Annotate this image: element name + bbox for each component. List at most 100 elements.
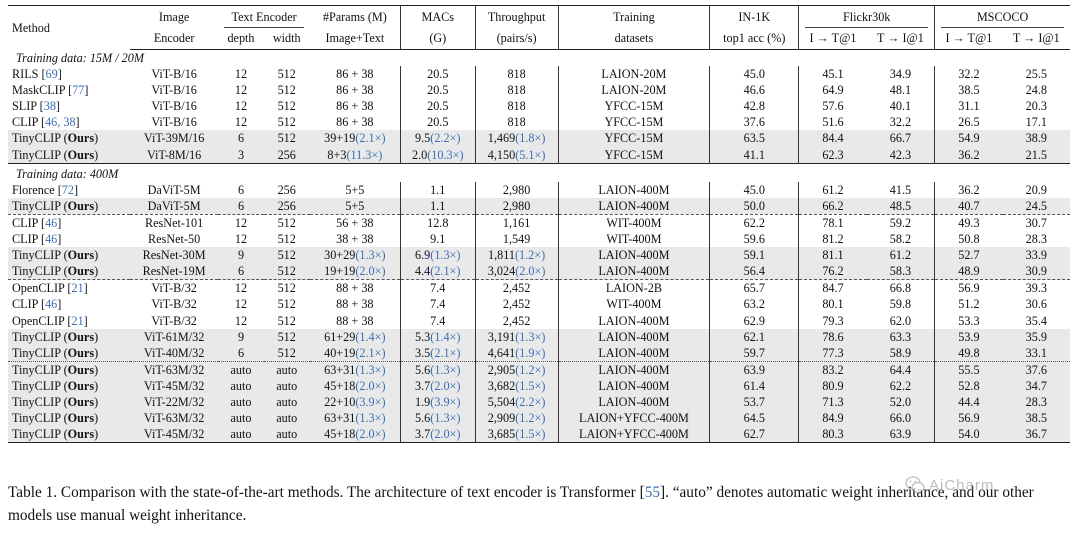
depth-cell: 3	[218, 146, 264, 164]
in1k-cell-value: 64.5	[743, 411, 765, 426]
macs-cell: 7.4	[399, 312, 476, 329]
macs-cell-value: 1.1	[430, 182, 446, 197]
params-cell: 5+5	[310, 182, 401, 198]
flickr-t2i-cell: 58.2	[867, 231, 935, 247]
in1k-cell: 59.6	[709, 231, 799, 248]
depth-cell: 9	[218, 247, 264, 264]
depth-cell-value: 9	[237, 248, 245, 263]
throughput-cell: 2,980	[474, 181, 559, 198]
in1k-cell: 45.0	[709, 181, 799, 198]
dataset-cell-value: LAION+YFCC-400M	[579, 411, 689, 426]
ratio-badge: (1.4×)	[355, 329, 386, 344]
mscoco-t2i-cell: 39.3	[1002, 279, 1070, 297]
method-cell: OpenCLIP [21]	[8, 279, 130, 297]
ours-label: Ours	[67, 411, 95, 426]
in1k-cell: 46.6	[709, 82, 799, 99]
citation-link[interactable]: 72	[61, 182, 74, 197]
ratio-badge: (2.0×)	[430, 427, 461, 442]
macs-cell: 20.5	[399, 114, 476, 131]
dataset-cell-value: LAION-400M	[598, 248, 670, 263]
image-encoder-cell: ViT-B/32	[130, 313, 219, 329]
table-body: Training data: 15M / 20M RILS [69] ViT-B/1…	[8, 50, 1070, 444]
mscoco-t2i-cell: 28.3	[1002, 393, 1070, 411]
depth-cell: 12	[218, 66, 263, 82]
image-encoder-cell: ResNet-30M	[129, 247, 219, 264]
dataset-cell: YFCC-15M	[557, 114, 710, 131]
width-cell-value: 512	[277, 115, 296, 130]
width-cell-value: auto	[276, 362, 298, 377]
depth-cell: 12	[218, 279, 264, 297]
flickr-i2t-cell-value: 57.6	[822, 99, 844, 114]
ratio-badge: (2.1×)	[355, 345, 386, 360]
citation-link[interactable]: 21	[71, 281, 84, 296]
flickr-t2i-cell-value: 59.2	[889, 215, 912, 230]
macs-cell-value: 5.3	[415, 329, 431, 344]
depth-cell-value: 6	[237, 345, 245, 360]
flickr-t2i-cell: 48.5	[866, 197, 935, 215]
mscoco-t2i-cell-value: 30.6	[1025, 297, 1047, 312]
in1k-cell-value: 59.1	[743, 248, 765, 263]
mscoco-i2t-cell: 44.4	[934, 393, 1003, 411]
macs-cell-value: 5.6	[415, 362, 431, 377]
params-cell: 86 + 38	[310, 98, 401, 114]
throughput-cell: 818	[474, 114, 559, 131]
citation-link[interactable]: 46	[45, 215, 58, 230]
in1k-cell: 59.1	[709, 247, 799, 264]
citation-link[interactable]: 46	[45, 232, 58, 247]
dataset-cell: YFCC-15M	[557, 98, 710, 115]
citation-link[interactable]: 69	[45, 67, 58, 82]
macs-cell-value: 9.5	[415, 131, 431, 146]
image-encoder-cell: ResNet-50	[130, 231, 219, 247]
in1k-cell-value: 50.0	[743, 198, 765, 213]
params-cell: 61+29(1.4×)	[309, 328, 401, 345]
in1k-cell: 59.7	[709, 344, 799, 362]
image-encoder-cell: ViT-B/16	[130, 82, 219, 98]
params-cell: 38 + 38	[310, 231, 401, 247]
throughput-cell-value: 818	[507, 67, 526, 82]
macs-cell-value: 20.5	[427, 67, 449, 82]
ratio-badge: (2.1×)	[430, 345, 461, 360]
mscoco-i2t-cell: 56.9	[934, 410, 1003, 427]
throughput-cell-value: 2,909	[487, 411, 516, 426]
flickr-i2t-cell-value: 84.7	[822, 281, 844, 296]
header-throughput-top: Throughput	[474, 5, 559, 28]
table-row: TinyCLIP (Ours) ViT-8M/16 3 256 8+3(11.3×) 2.…	[8, 146, 1070, 164]
mscoco-i2t-cell-value: 26.5	[958, 115, 980, 130]
method-cell: TinyCLIP (Ours)	[8, 130, 130, 147]
citation-link[interactable]: 21	[71, 313, 84, 328]
flickr-t2i-cell: 52.0	[866, 393, 935, 411]
citation-link[interactable]: 77	[72, 83, 85, 98]
dataset-cell: LAION-20M	[557, 82, 710, 99]
throughput-cell: 4,641(1.9×)	[474, 344, 559, 362]
image-encoder-cell: ViT-8M/16	[129, 146, 219, 164]
mscoco-t2i-cell-value: 20.9	[1025, 182, 1047, 197]
citation-link[interactable]: 46, 38	[45, 115, 76, 130]
dataset-cell: YFCC-15M	[557, 130, 710, 147]
table-row: RILS [69] ViT-B/16 12 512 86 + 38 20.5 818 LAIO…	[8, 66, 1070, 83]
throughput-cell: 1,469(1.8×)	[474, 130, 559, 147]
image-encoder-cell: ViT-B/32	[129, 279, 219, 297]
depth-cell-value: 6	[237, 264, 245, 279]
citation-link[interactable]: 46	[45, 297, 58, 312]
mscoco-t2i-cell: 33.1	[1002, 344, 1070, 362]
flickr-i2t-cell-value: 77.3	[822, 345, 844, 360]
caption-citation-link[interactable]: 55	[644, 484, 660, 501]
dataset-cell: LAION-400M	[557, 360, 710, 378]
dataset-cell-value: LAION-400M	[598, 329, 670, 344]
throughput-cell: 2,452	[474, 312, 559, 329]
caption-text-end: ]. “auto” denotes automatic weight inher…	[8, 484, 1034, 524]
mscoco-i2t-cell: 52.8	[934, 377, 1003, 394]
citation-link[interactable]: 38	[43, 99, 56, 114]
throughput-cell-value: 3,685	[487, 427, 516, 442]
image-encoder-cell: ViT-B/16	[130, 114, 219, 130]
image-encoder-cell: ViT-B/32	[130, 296, 219, 312]
throughput-cell-value: 818	[507, 83, 526, 98]
ratio-badge: (2.2×)	[430, 131, 461, 146]
mscoco-t2i-cell: 20.9	[1003, 182, 1070, 198]
in1k-cell-value: 62.1	[743, 329, 765, 344]
depth-cell: 6	[218, 130, 264, 147]
mscoco-i2t-cell-value: 54.9	[958, 131, 980, 146]
mscoco-t2i-cell: 35.9	[1002, 328, 1070, 345]
mscoco-i2t-cell-value: 31.1	[958, 99, 980, 114]
dataset-cell: LAION-400M	[557, 312, 710, 329]
